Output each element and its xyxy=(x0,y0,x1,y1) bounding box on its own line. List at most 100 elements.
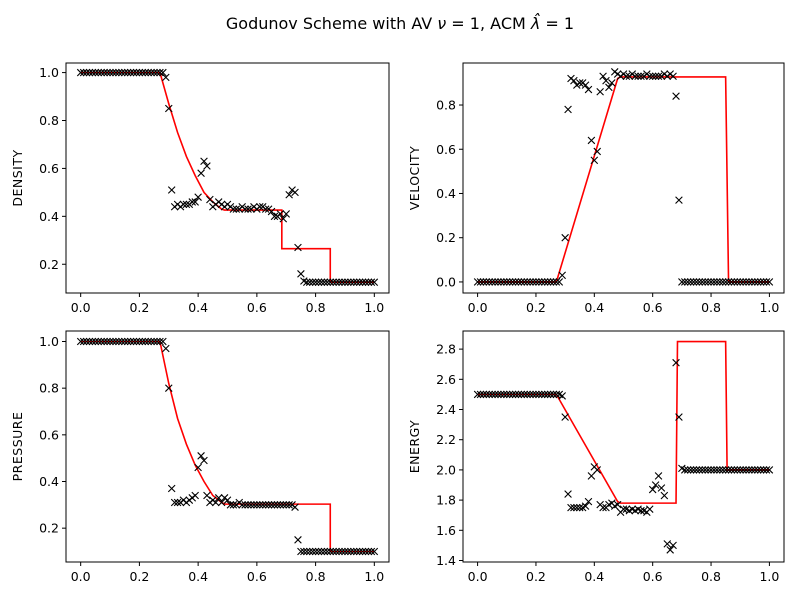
data-point-marker xyxy=(733,278,742,286)
data-point-marker xyxy=(561,233,569,242)
data-point-marker xyxy=(517,278,526,286)
data-point-marker xyxy=(543,278,552,286)
data-point-marker xyxy=(256,501,264,509)
data-point-marker xyxy=(672,358,680,367)
data-point-marker xyxy=(355,547,364,556)
data-point-marker xyxy=(669,541,677,550)
data-point-marker xyxy=(663,540,672,548)
data-point-marker xyxy=(191,198,199,206)
data-point-marker xyxy=(511,278,520,286)
data-point-marker xyxy=(85,337,94,346)
data-point-marker xyxy=(191,491,199,500)
data-point-marker xyxy=(291,188,299,197)
data-point-marker xyxy=(170,498,179,507)
data-point-marker xyxy=(308,278,317,287)
data-point-marker xyxy=(491,390,499,399)
data-point-marker xyxy=(156,337,164,346)
data-point-marker xyxy=(329,547,337,556)
data-point-marker xyxy=(302,278,311,287)
data-point-marker xyxy=(637,72,645,81)
data-point-marker xyxy=(173,498,182,507)
data-point-marker xyxy=(106,68,114,77)
data-point-marker xyxy=(197,169,205,177)
subplot-velocity: 0.0 0.2 0.4 0.6 0.8 1.0 0.0 0.2 0.4 0.6 0.8 VELOCIT… xyxy=(407,62,785,315)
data-point-marker xyxy=(619,505,628,513)
data-point-marker xyxy=(497,390,505,399)
data-point-marker xyxy=(332,278,340,287)
data-point-marker xyxy=(762,278,771,286)
data-point-marker xyxy=(549,278,558,286)
data-point-marker xyxy=(680,278,689,286)
data-point-marker xyxy=(505,390,514,399)
data-point-marker xyxy=(645,505,654,513)
data-point-marker xyxy=(79,68,88,77)
data-point-marker xyxy=(311,547,320,556)
x-tick-label: 0.4 xyxy=(584,569,604,584)
data-point-marker xyxy=(329,278,337,287)
x-tick-label: 0.6 xyxy=(643,300,663,315)
data-point-marker xyxy=(736,466,745,474)
data-point-marker xyxy=(654,72,663,81)
data-point-marker xyxy=(300,547,308,556)
data-point-marker xyxy=(341,278,349,287)
x-tick-label: 0.4 xyxy=(188,569,208,584)
data-point-marker xyxy=(575,503,584,512)
data-point-marker xyxy=(273,501,282,509)
data-point-marker xyxy=(482,278,491,286)
data-point-marker xyxy=(508,390,517,399)
x-tick-label: 0.6 xyxy=(247,300,267,315)
data-point-marker xyxy=(517,390,526,399)
x-tick-label: 0.2 xyxy=(526,300,546,315)
data-point-marker xyxy=(739,278,747,286)
data-point-marker xyxy=(200,157,208,166)
data-point-marker xyxy=(261,205,270,213)
data-point-marker xyxy=(88,337,97,346)
data-point-marker xyxy=(529,278,537,286)
data-point-marker xyxy=(584,497,593,506)
data-point-marker xyxy=(97,337,106,346)
data-point-marker xyxy=(267,501,276,509)
data-point-marker xyxy=(491,278,499,286)
data-point-marker xyxy=(156,68,164,77)
data-point-marker xyxy=(162,73,170,82)
x-tick-label: 0.8 xyxy=(306,300,326,315)
data-point-marker xyxy=(282,501,291,509)
data-point-marker xyxy=(759,278,768,286)
data-point-marker xyxy=(727,278,736,286)
data-point-marker xyxy=(497,278,505,286)
data-point-marker xyxy=(742,278,750,286)
subplot-density: 0.0 0.2 0.4 0.6 0.8 1.0 0.2 0.4 0.6 0.8 1.0 DENSITY xyxy=(10,62,390,315)
data-point-marker xyxy=(109,68,117,77)
data-point-marker xyxy=(358,278,367,287)
data-point-marker xyxy=(258,501,267,509)
data-point-marker xyxy=(115,68,123,77)
data-point-marker xyxy=(261,501,270,509)
data-point-marker xyxy=(282,210,291,218)
data-point-marker xyxy=(109,337,117,346)
data-point-marker xyxy=(344,547,352,556)
data-point-marker xyxy=(126,68,135,77)
axes-frame xyxy=(462,330,785,563)
plot-area xyxy=(76,337,379,556)
data-point-marker xyxy=(718,466,727,474)
data-point-marker xyxy=(479,278,488,286)
data-point-marker xyxy=(276,501,285,509)
data-point-marker xyxy=(558,271,567,280)
y-tick-label: 0.2 xyxy=(436,230,456,245)
data-point-marker xyxy=(247,501,255,509)
data-point-marker xyxy=(326,547,335,556)
data-point-marker xyxy=(593,147,602,156)
data-point-marker xyxy=(500,278,508,286)
data-point-marker xyxy=(132,337,141,346)
data-point-marker xyxy=(648,485,657,494)
data-point-marker xyxy=(716,278,724,286)
data-point-marker xyxy=(710,466,718,474)
data-point-marker xyxy=(97,68,106,77)
data-point-marker xyxy=(648,72,657,81)
data-point-marker xyxy=(88,68,97,77)
data-point-marker xyxy=(683,466,692,474)
data-point-marker xyxy=(666,546,674,554)
data-point-marker xyxy=(593,466,602,474)
data-point-marker xyxy=(91,68,100,77)
data-point-marker xyxy=(689,278,698,286)
